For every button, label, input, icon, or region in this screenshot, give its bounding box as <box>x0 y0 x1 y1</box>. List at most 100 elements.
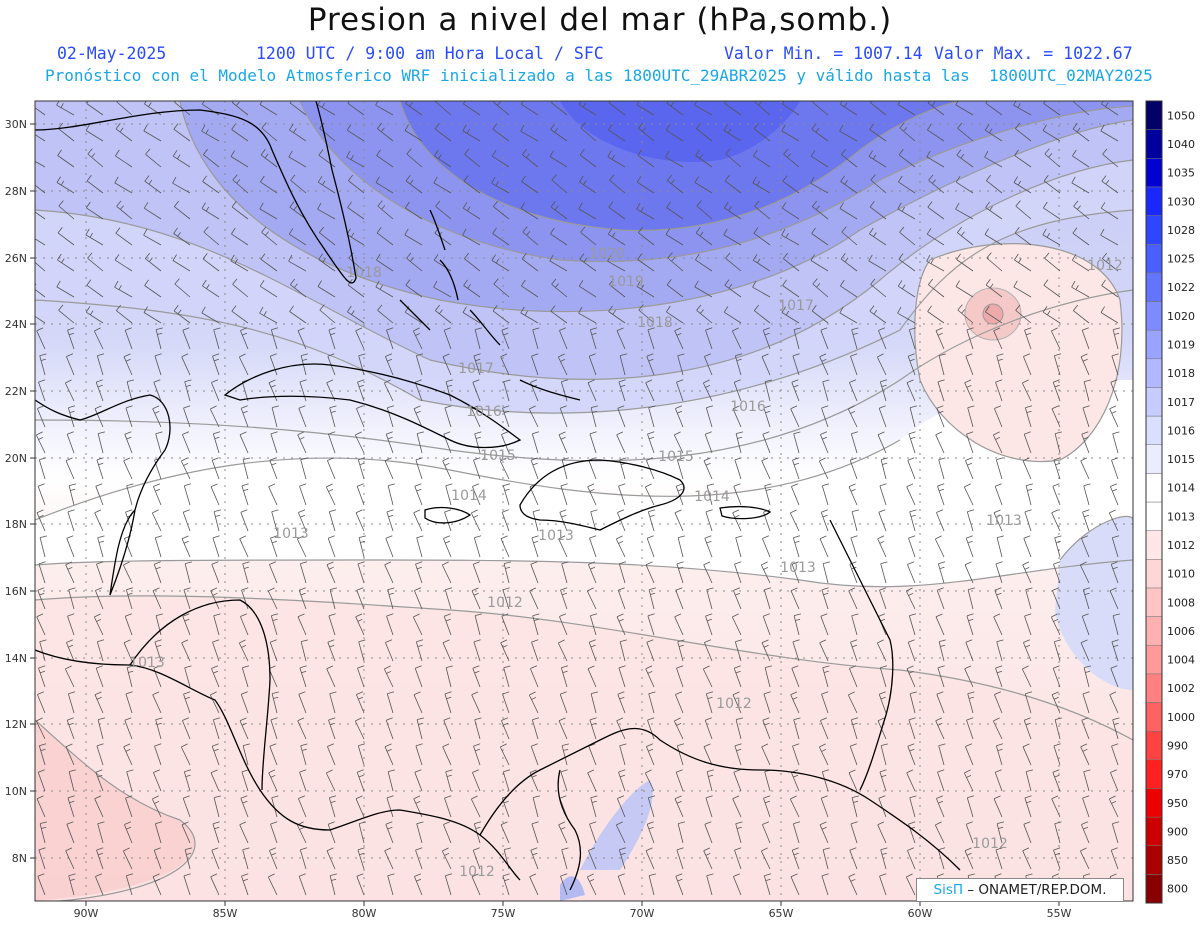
legend-label: 800 <box>1167 883 1188 896</box>
min-value: Valor Min. = 1007.14 <box>724 44 923 63</box>
legend-swatch <box>1145 816 1163 846</box>
lat-label-20n: 20N <box>5 452 27 465</box>
legend-swatch <box>1145 673 1163 703</box>
pressure-legend: 1050 1040 1035 1030 1028 1025 1022 1020 1019 1018… <box>1145 100 1195 904</box>
graticule <box>35 101 1133 901</box>
legend-swatch <box>1145 301 1163 331</box>
forecast-time: 1200 UTC / 9:00 am Hora Local / SFC <box>256 44 604 63</box>
legend-swatch <box>1145 158 1163 188</box>
lat-label-8n: 8N <box>12 852 27 865</box>
lat-label-22n: 22N <box>5 385 27 398</box>
legend-swatch <box>1145 587 1163 617</box>
contour-label: 1013 <box>780 560 816 576</box>
legend-label: 1040 <box>1167 138 1195 151</box>
legend-label: 1028 <box>1167 224 1195 237</box>
legend-label: 1012 <box>1167 539 1195 552</box>
contour-label: 1014 <box>451 488 487 504</box>
legend-label: 1010 <box>1167 568 1195 581</box>
legend-label: 1006 <box>1167 625 1195 638</box>
legend-label: 990 <box>1167 739 1188 752</box>
lat-label-24n: 24N <box>5 318 27 331</box>
map-field <box>35 101 1133 901</box>
contour-label: 1015 <box>480 448 516 464</box>
lon-label-90w: 90W <box>74 907 99 920</box>
legend-label: 1002 <box>1167 682 1195 695</box>
lon-label-80w: 80W <box>352 907 377 920</box>
legend-swatch <box>1145 100 1163 130</box>
legend-swatch <box>1145 730 1163 761</box>
lon-label-55w: 55W <box>1047 907 1072 920</box>
lon-label-85w: 85W <box>213 907 238 920</box>
contour-label: 1018 <box>346 265 382 281</box>
legend-label: 900 <box>1167 825 1188 838</box>
lat-label-14n: 14N <box>5 652 27 665</box>
legend-swatch <box>1145 788 1163 818</box>
contour-label: 1018 <box>637 315 673 331</box>
contour-label: 1016 <box>730 399 766 415</box>
coast-bahamas <box>399 209 581 401</box>
forecast-date: 02-May-2025 <box>57 44 167 63</box>
contour-label: 1017 <box>458 361 494 377</box>
contour-label: 1012 <box>459 864 495 880</box>
lon-label-65w: 65W <box>769 907 794 920</box>
coast-central-america <box>35 649 521 881</box>
lon-label-60w: 60W <box>908 907 933 920</box>
pressure-band-1021 <box>560 101 800 162</box>
contour-label: 1012 <box>716 696 752 712</box>
legend-swatch <box>1145 759 1163 789</box>
coast-jamaica <box>424 506 472 524</box>
coast-cuba <box>223 363 522 449</box>
coast-gulf-mexico-west <box>35 394 171 596</box>
chart-title: Presion a nivel del mar (hPa,somb.) <box>307 2 893 38</box>
low-pressure-east <box>914 243 1122 462</box>
legend-swatch <box>1145 387 1163 417</box>
legend-swatch <box>1145 530 1163 560</box>
lon-label-75w: 75W <box>491 907 516 920</box>
lat-label-18n: 18N <box>5 518 27 531</box>
legend-swatch <box>1145 444 1163 474</box>
contour-label: 1015 <box>658 449 694 465</box>
legend-label: 1004 <box>1167 654 1195 667</box>
coast-yucatan <box>109 509 136 596</box>
contour-label: 1013 <box>538 528 574 544</box>
contour-label: 1017 <box>778 298 814 314</box>
legend-swatch <box>1145 358 1163 388</box>
lat-label-26n: 26N <box>5 252 27 265</box>
legend-swatch <box>1145 329 1163 360</box>
legend-swatch <box>1145 559 1163 589</box>
lat-label-12n: 12N <box>5 718 27 731</box>
isobar-lines <box>35 101 1133 901</box>
legend-swatch <box>1145 702 1163 732</box>
wind-barbs <box>35 101 1120 896</box>
credit-box: SisΠ – ONAMET/REP.DOM. <box>916 878 1124 902</box>
legend-label: 1008 <box>1167 596 1195 609</box>
legend-label: 1035 <box>1167 167 1195 180</box>
legend-swatch <box>1145 501 1163 531</box>
contour-label: 1012 <box>972 836 1008 852</box>
map-frame <box>34 100 1134 902</box>
coast-venezuela-gulf <box>557 769 582 891</box>
legend-label: 1030 <box>1167 195 1195 208</box>
legend-swatch <box>1145 644 1163 675</box>
lon-label-70w: 70W <box>630 907 655 920</box>
wind-barb-field <box>35 101 1120 896</box>
max-value: Valor Max. = 1022.67 <box>934 44 1133 63</box>
contour-label: 1019 <box>608 274 644 290</box>
pressure-band-1014 <box>35 380 1133 587</box>
legend-swatch <box>1145 129 1163 159</box>
legend-label: 850 <box>1167 854 1188 867</box>
legend-swatch <box>1145 845 1163 875</box>
legend-label: 1015 <box>1167 453 1195 466</box>
legend-swatch <box>1145 272 1163 302</box>
legend-swatch <box>1145 616 1163 646</box>
legend-label: 1018 <box>1167 367 1195 380</box>
lat-label-28n: 28N <box>5 185 27 198</box>
legend-swatch <box>1145 473 1163 503</box>
low-pressure-area-west <box>35 720 195 901</box>
contour-label: 1016 <box>466 404 502 420</box>
legend-label: 1025 <box>1167 253 1195 266</box>
contour-label: 1020 <box>589 246 625 262</box>
lat-label-10n: 10N <box>5 785 27 798</box>
legend-swatch <box>1145 186 1163 216</box>
